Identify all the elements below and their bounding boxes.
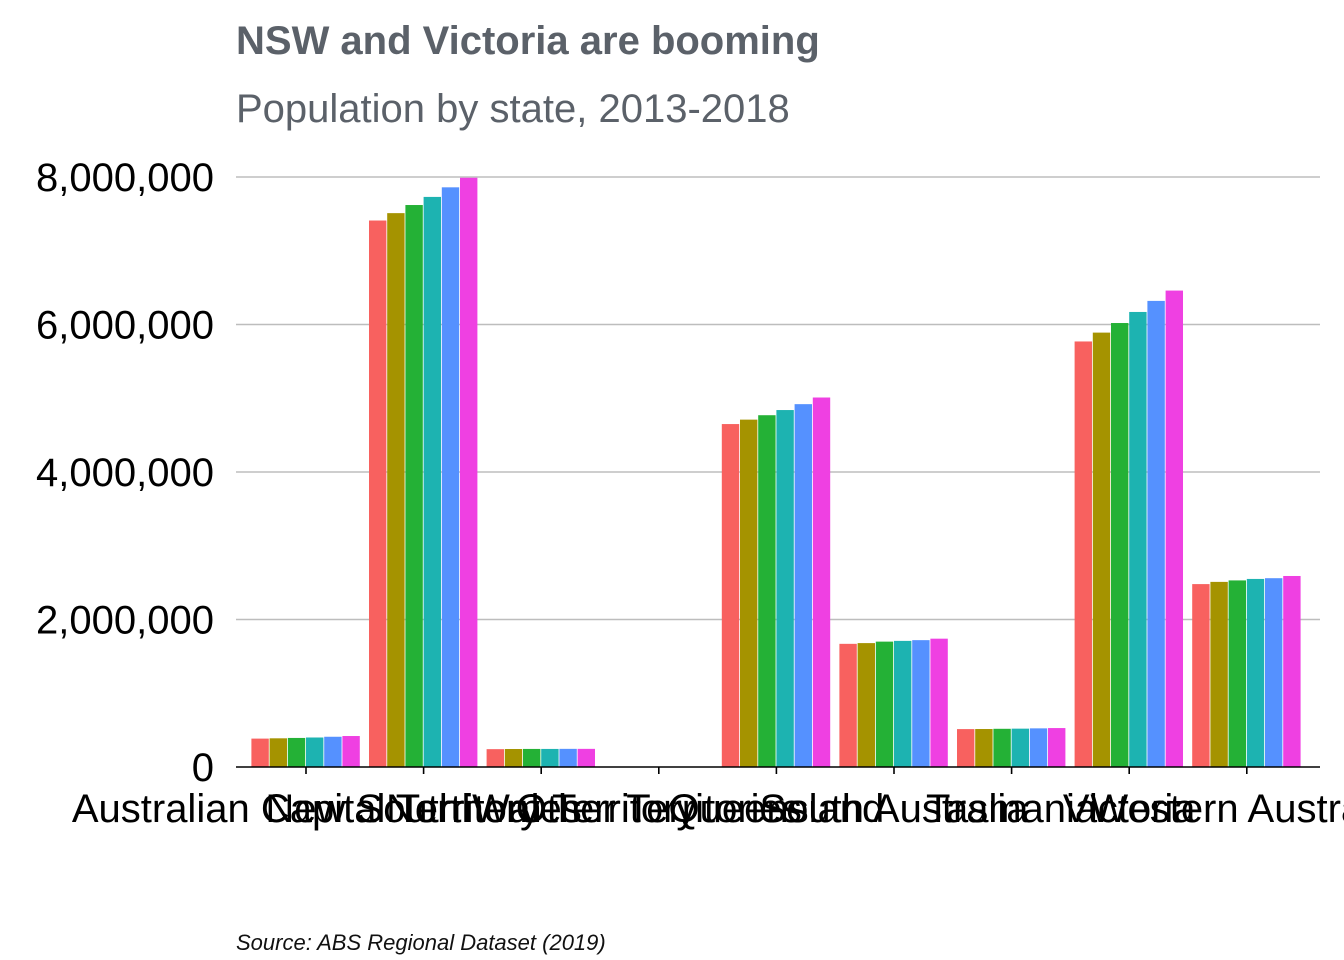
x-tick-label: South Australia — [759, 787, 1029, 831]
bar — [776, 410, 794, 767]
x-tick-label: New South Wales — [265, 787, 581, 831]
bar — [523, 748, 541, 767]
bar — [269, 738, 287, 767]
bar — [369, 220, 387, 767]
y-tick-label: 8,000,000 — [36, 156, 214, 200]
bar — [324, 736, 342, 767]
bar — [812, 397, 831, 767]
x-tick-label: Australian Capital Territory — [72, 787, 540, 831]
x-tick-label: Victoria — [1063, 787, 1196, 831]
bar — [1265, 578, 1283, 767]
chart-subtitle: Population by state, 2013-2018 — [236, 87, 790, 131]
y-tick-label: 0 — [192, 746, 214, 790]
bar — [306, 737, 324, 767]
bar — [342, 736, 360, 767]
bar — [441, 187, 460, 767]
bar — [251, 738, 269, 767]
bar — [857, 643, 875, 767]
bar — [740, 419, 758, 767]
bar — [721, 424, 740, 767]
x-tick-label: Tasmania — [926, 787, 1098, 831]
bar — [1074, 341, 1092, 767]
bar — [1048, 728, 1066, 767]
bar — [1246, 578, 1265, 767]
bar — [839, 643, 857, 767]
x-tick-label: Other Territories — [516, 787, 802, 831]
bar — [1228, 580, 1246, 767]
bar — [541, 748, 559, 767]
chart-caption: Source: ABS Regional Dataset (2019) — [236, 930, 606, 955]
bar — [423, 196, 441, 768]
x-tick-label: Queensland — [669, 787, 885, 831]
bar — [1192, 584, 1210, 767]
bar — [1129, 311, 1147, 767]
y-tick-label: 4,000,000 — [36, 451, 214, 495]
y-axis: 0 2,000,000 4,000,000 6,000,000 8,000,000 — [36, 156, 214, 790]
bar — [1092, 332, 1111, 767]
x-tick-label: Western Australia — [1090, 787, 1344, 831]
bar — [486, 749, 504, 767]
bar — [758, 415, 776, 767]
bar — [875, 641, 894, 767]
bar — [504, 749, 523, 767]
bar — [993, 728, 1011, 767]
bar — [912, 640, 930, 767]
bar — [930, 638, 948, 767]
bar — [460, 177, 478, 768]
bar — [1029, 728, 1048, 767]
bar — [577, 748, 595, 767]
bar — [1111, 323, 1129, 767]
bar — [894, 640, 912, 767]
bar — [287, 737, 306, 767]
bar — [1210, 581, 1228, 767]
chart-title: NSW and Victoria are booming — [236, 19, 820, 63]
bar — [1011, 728, 1029, 767]
bar — [405, 205, 423, 767]
x-tick-label: Northern Territory — [386, 787, 696, 831]
bar — [1283, 575, 1301, 767]
bar — [559, 748, 577, 767]
bar — [1165, 290, 1183, 767]
bar — [387, 213, 405, 767]
bars — [251, 177, 1301, 768]
bar — [957, 729, 975, 767]
bar — [794, 404, 812, 767]
bar — [975, 729, 993, 767]
y-tick-label: 6,000,000 — [36, 304, 214, 348]
y-tick-label: 2,000,000 — [36, 599, 214, 643]
bar — [1147, 300, 1165, 767]
